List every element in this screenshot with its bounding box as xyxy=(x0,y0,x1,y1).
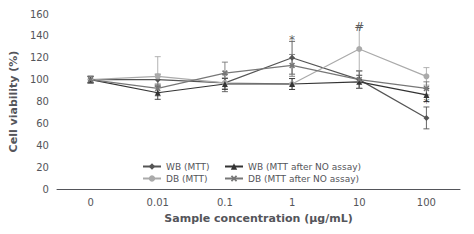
svg-text:120: 120 xyxy=(30,52,49,63)
svg-text:0: 0 xyxy=(43,184,49,195)
svg-text:160: 160 xyxy=(30,9,49,20)
svg-text:60: 60 xyxy=(36,118,49,129)
svg-text:*: * xyxy=(423,96,429,110)
svg-text:Cell viability (%): Cell viability (%) xyxy=(7,51,20,153)
svg-text:*: * xyxy=(289,33,295,47)
svg-text:Sample concentration (μg/mL): Sample concentration (μg/mL) xyxy=(164,212,352,225)
svg-text:80: 80 xyxy=(36,96,49,107)
svg-text:0.1: 0.1 xyxy=(217,197,233,208)
svg-text:100: 100 xyxy=(417,197,436,208)
svg-text:DB (MTT after NO assay): DB (MTT after NO assay) xyxy=(248,174,359,184)
svg-text:#: # xyxy=(354,20,364,34)
svg-text:0.01: 0.01 xyxy=(147,197,169,208)
svg-text:WB (MTT after NO assay): WB (MTT after NO assay) xyxy=(248,162,361,172)
svg-text:10: 10 xyxy=(353,197,366,208)
svg-text:WB (MTT): WB (MTT) xyxy=(166,162,210,172)
svg-text:100: 100 xyxy=(30,74,49,85)
svg-text:40: 40 xyxy=(36,140,49,151)
svg-text:20: 20 xyxy=(36,162,49,173)
svg-text:1: 1 xyxy=(289,197,295,208)
svg-text:DB (MTT): DB (MTT) xyxy=(166,174,208,184)
svg-text:0: 0 xyxy=(87,197,93,208)
svg-text:140: 140 xyxy=(30,30,49,41)
